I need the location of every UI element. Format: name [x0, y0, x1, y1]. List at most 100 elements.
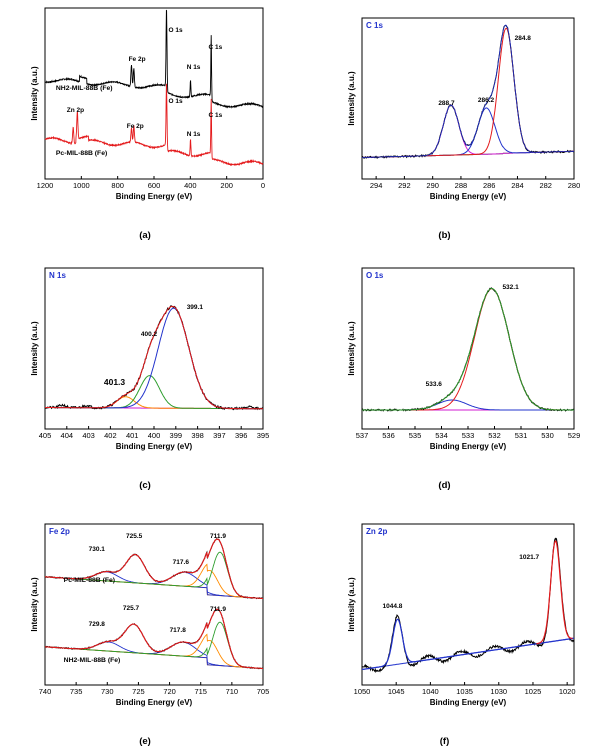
fit-peak-401 — [45, 396, 264, 410]
x-tick-label: 705 — [257, 687, 270, 696]
x-tick-label: 404 — [61, 431, 74, 440]
x-tick-label: 800 — [111, 181, 124, 190]
x-tick-label: 725 — [132, 687, 145, 696]
chart-svg-d: 537 536 535 534 533 532 531 530 529 Binding Energ… — [347, 267, 581, 491]
fit-peak-284 — [362, 27, 574, 158]
fit-envelope-line — [362, 24, 574, 158]
panel-caption: (d) — [438, 480, 450, 491]
panel-title: O 1s — [366, 271, 384, 280]
x-tick-label: 1000 — [73, 181, 90, 190]
panel-title: C 1s — [366, 21, 383, 30]
legend-label-pc: Pc-MIL-88B (Fe) — [56, 150, 107, 157]
x-tick-label: 735 — [70, 687, 83, 696]
raw-data-line — [44, 305, 264, 411]
chart-svg-e: 740 735 730 725 720 715 710 705 Binding Energy (… — [30, 523, 270, 747]
peak-label: 717.6 — [173, 559, 190, 566]
peak-label: Fe 2p — [129, 56, 146, 63]
x-tick-label: 395 — [257, 431, 270, 440]
plot-frame — [361, 523, 575, 686]
legend-label-nh2: NH2-MIL-88B (Fe) — [64, 657, 121, 664]
x-tick-label: 400 — [184, 181, 197, 190]
legend-label-pc: Pc-MIL-88B (Fe) — [64, 577, 115, 584]
peak-label: 730.1 — [89, 546, 106, 553]
x-axis-label: Binding Energy (eV) — [116, 698, 193, 707]
fit-peak-400 — [45, 375, 264, 410]
x-tick-label: 536 — [382, 431, 395, 440]
peak-label: 400.2 — [141, 331, 158, 338]
x-tick-label: 533 — [462, 431, 475, 440]
x-tick-label: 290 — [426, 181, 439, 190]
x-tick-label: 282 — [539, 181, 552, 190]
peak-label: 286.2 — [478, 97, 495, 104]
x-axis-label: Binding Energy (eV) — [430, 192, 507, 201]
x-tick-label: 400 — [148, 431, 161, 440]
x-tick-label: 532 — [488, 431, 501, 440]
chart-svg-b: 294 292 290 288 286 284 282 280 Binding Energy (… — [347, 17, 580, 241]
raw-data-line — [361, 24, 575, 159]
x-tick-label: 284 — [511, 181, 524, 190]
peak-label: 401.3 — [104, 377, 126, 387]
x-tick-label: 1040 — [422, 687, 439, 696]
peak-label: 284.8 — [515, 35, 532, 42]
fit-peak-286 — [362, 107, 574, 158]
peak-label: N 1s — [187, 131, 201, 138]
fit-peak-730 — [45, 641, 263, 669]
x-tick-label: 530 — [541, 431, 554, 440]
x-tick-label: 396 — [235, 431, 248, 440]
fit-peak-711 — [45, 551, 263, 599]
peak-label: O 1s — [169, 27, 183, 34]
chart-panel-c: 405 404 403 402 401 400 399 398 397 396 395 Binding… — [0, 250, 290, 495]
plot-frame — [44, 267, 264, 430]
plot-frame — [361, 17, 575, 180]
y-axis-label: Intensity (a.u.) — [347, 321, 356, 376]
series-line-pc — [44, 83, 264, 167]
x-tick-label: 399 — [170, 431, 183, 440]
panel-caption: (a) — [139, 230, 151, 241]
panel-title: N 1s — [49, 271, 66, 280]
x-tick-label: 534 — [435, 431, 448, 440]
x-tick-label: 286 — [483, 181, 496, 190]
x-axis-label: Binding Energy (eV) — [116, 192, 193, 201]
series-line-nh2 — [44, 9, 263, 109]
x-tick-label: 397 — [213, 431, 226, 440]
peak-label: 729.8 — [89, 621, 106, 628]
peak-label: Zn 2p — [67, 107, 84, 114]
peak-label: O 1s — [169, 98, 183, 105]
y-axis-label: Intensity (a.u.) — [30, 577, 39, 632]
panel-caption: (e) — [139, 736, 151, 747]
peak-label: Fe 2p — [127, 123, 144, 130]
x-tick-label: 529 — [568, 431, 581, 440]
chart-panel-f: 1050 1045 1040 1035 1030 1025 1020 Binding Ener… — [300, 502, 589, 751]
x-tick-label: 402 — [104, 431, 117, 440]
chart-panel-b: 294 292 290 288 286 284 282 280 Binding Energy (… — [300, 0, 589, 245]
peak-label: C 1s — [209, 44, 223, 51]
fit-envelope-line — [45, 538, 263, 600]
fit-peak-399 — [45, 307, 263, 410]
peak-label: 717.8 — [170, 627, 187, 634]
x-tick-label: 1035 — [456, 687, 473, 696]
chart-panel-d: 537 536 535 534 533 532 531 530 529 Binding Energ… — [300, 250, 589, 495]
x-tick-label: 710 — [226, 687, 239, 696]
x-tick-label: 1200 — [37, 181, 54, 190]
x-tick-label: 405 — [39, 431, 52, 440]
peak-label: 532.1 — [502, 284, 519, 291]
peak-label: 725.7 — [123, 605, 140, 612]
x-axis-label: Binding Energy (eV) — [116, 442, 193, 451]
peak-label: N 1s — [187, 64, 201, 71]
peak-label: 288.7 — [438, 100, 455, 107]
panel-caption: (f) — [440, 736, 450, 747]
x-tick-label: 715 — [194, 687, 207, 696]
x-tick-label: 200 — [220, 181, 233, 190]
y-axis-label: Intensity (a.u.) — [347, 577, 356, 632]
x-tick-label: 1045 — [388, 687, 405, 696]
x-tick-label: 1050 — [354, 687, 371, 696]
panel-title: Fe 2p — [49, 527, 70, 536]
chart-svg-c: 405 404 403 402 401 400 399 398 397 396 395 Binding… — [30, 267, 270, 491]
chart-svg-a: 1200 1000 800 600 400 200 0 Binding Energy (eV)… — [30, 7, 265, 241]
x-tick-label: 720 — [163, 687, 176, 696]
peak-label: 1044.8 — [383, 603, 403, 610]
x-tick-label: 730 — [101, 687, 114, 696]
x-tick-label: 294 — [370, 181, 383, 190]
x-tick-label: 288 — [455, 181, 468, 190]
fit-envelope-line — [45, 608, 263, 670]
